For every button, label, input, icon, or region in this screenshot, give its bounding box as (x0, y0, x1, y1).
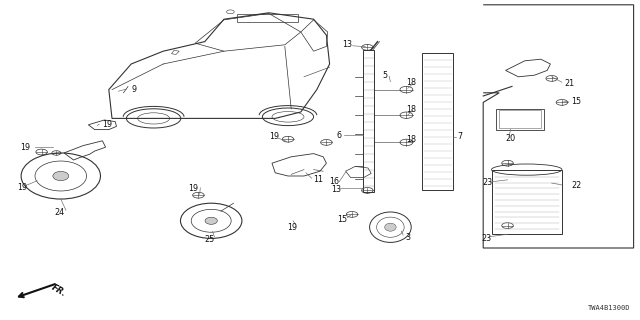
Text: 13: 13 (332, 185, 342, 194)
Text: 18: 18 (406, 78, 417, 87)
Text: 16: 16 (329, 177, 339, 186)
Text: TWA4B1300D: TWA4B1300D (588, 305, 630, 311)
Bar (237, 14, 298, 22)
Text: 13: 13 (342, 40, 353, 49)
Text: 20: 20 (506, 134, 516, 143)
Text: 6: 6 (337, 131, 342, 140)
Text: 19: 19 (269, 132, 279, 141)
Text: 3: 3 (406, 233, 411, 242)
Text: 5: 5 (382, 71, 387, 80)
Text: 21: 21 (564, 79, 575, 88)
Text: 18: 18 (406, 105, 417, 114)
Text: 7: 7 (457, 132, 462, 141)
Text: 19: 19 (17, 183, 28, 192)
Ellipse shape (53, 172, 68, 180)
Text: 18: 18 (406, 135, 417, 144)
Bar (363, 50, 374, 192)
Text: 9: 9 (131, 85, 136, 94)
Text: 23: 23 (483, 178, 493, 187)
Text: 19: 19 (102, 120, 113, 129)
Text: 23: 23 (481, 234, 492, 243)
Bar (499, 110, 541, 128)
Text: 11: 11 (314, 175, 324, 184)
Text: 19: 19 (188, 184, 198, 193)
Text: 15: 15 (571, 97, 581, 106)
Bar (422, 53, 453, 190)
Bar (496, 109, 544, 130)
Ellipse shape (205, 217, 218, 224)
Text: 25: 25 (205, 235, 215, 244)
Text: 19: 19 (287, 223, 298, 232)
Text: 15: 15 (337, 215, 347, 224)
Text: 24: 24 (54, 208, 65, 217)
Ellipse shape (385, 223, 396, 231)
Bar (492, 170, 562, 234)
Text: FR.: FR. (50, 283, 68, 298)
Text: 19: 19 (20, 143, 31, 152)
Text: 22: 22 (571, 181, 581, 190)
